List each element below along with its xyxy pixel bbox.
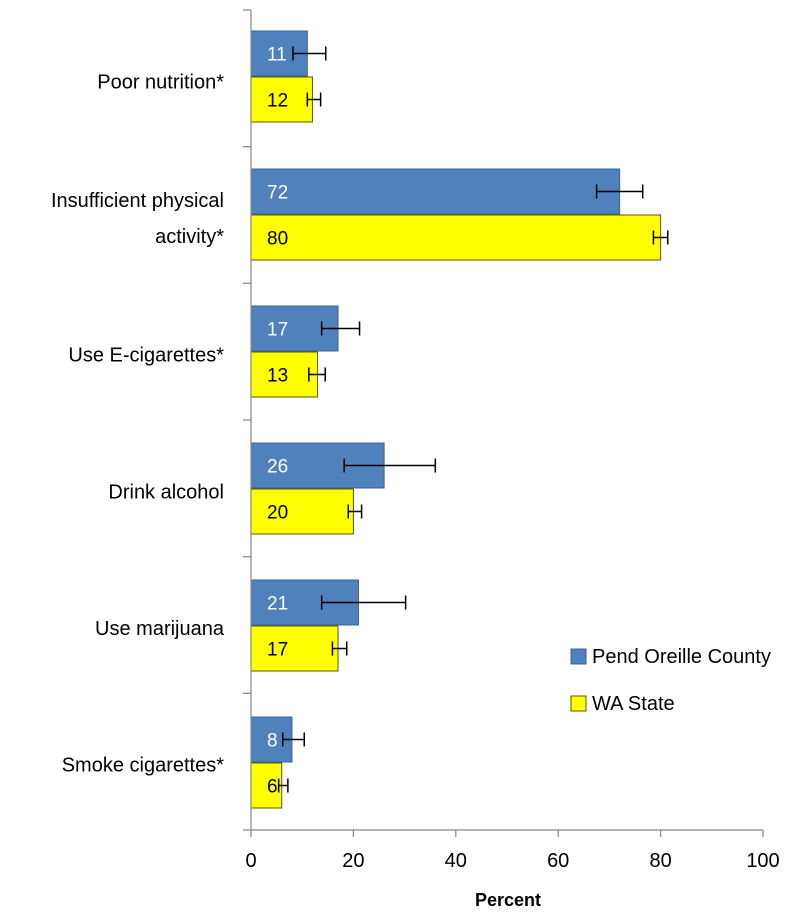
legend-swatch-wa-state [570,695,587,712]
bar-wa-state-0 [250,76,313,123]
category-labels-layer: Poor nutrition* Insufficient physical acti… [51,71,225,776]
category-label-5: Smoke cigarettes* [62,755,225,777]
value-label-wa-state-5: 6 [267,777,278,798]
value-label-pend-oreille-county-2: 17 [267,320,288,341]
bars-layer [250,30,662,809]
error-bar-wa-state-3 [347,504,363,519]
value-label-wa-state-2: 13 [267,366,288,387]
error-bar-pend-oreille-county-5 [281,732,305,747]
legend-label-pend-oreille-county: Pend Oreille County [592,646,771,668]
tick-labels-layer: 0 20 40 60 80 100 [245,850,779,872]
error-bar-wa-state-2 [308,367,326,382]
bar-wa-state-4 [250,625,339,672]
value-label-wa-state-3: 20 [267,503,288,524]
category-label-4: Use marijuana [95,618,225,640]
bar-pend-oreille-county-1 [250,168,621,215]
x-tick-label-3: 60 [547,850,569,872]
error-bar-wa-state-5 [277,778,289,793]
value-label-wa-state-1: 80 [267,229,288,250]
x-tick-label-5: 100 [746,850,779,872]
legend: Pend Oreille County WA State [570,646,771,715]
legend-label-wa-state: WA State [592,693,675,715]
value-label-pend-oreille-county-0: 11 [267,45,287,66]
legend-item-wa-state: WA State [570,693,675,715]
error-bar-pend-oreille-county-0 [292,46,327,61]
category-label-0: Poor nutrition* [97,71,224,93]
error-bar-pend-oreille-county-2 [320,321,361,336]
error-bar-wa-state-1 [652,230,669,245]
x-tick-label-0: 0 [245,850,256,872]
legend-item-pend-oreille-county: Pend Oreille County [570,646,771,668]
value-label-pend-oreille-county-1: 72 [267,183,288,204]
value-label-pend-oreille-county-3: 26 [267,457,288,478]
x-tick-label-4: 80 [649,850,671,872]
x-tick-label-1: 20 [342,850,364,872]
value-labels-layer: 11 12 72 80 17 13 26 20 21 17 8 6 [267,45,288,798]
error-bar-wa-state-0 [306,92,322,107]
category-label-2: Use E-cigarettes* [68,345,224,367]
category-label-1: Insufficient physical activity* [51,190,224,248]
x-axis-title: Percent [475,890,541,910]
error-bar-pend-oreille-county-1 [595,184,644,199]
value-label-pend-oreille-county-4: 21 [267,594,288,615]
error-bars-layer [277,46,669,793]
bar-wa-state-1 [250,214,662,261]
x-tick-label-2: 40 [445,850,467,872]
legend-swatch-pend-oreille-county [570,648,587,665]
error-bar-pend-oreille-county-4 [320,595,407,610]
error-bar-pend-oreille-county-3 [343,458,437,473]
category-label-3: Drink alcohol [108,481,224,503]
axes-layer [243,9,764,837]
value-label-wa-state-4: 17 [267,640,288,661]
value-label-pend-oreille-county-5: 8 [267,731,278,752]
value-label-wa-state-0: 12 [267,91,288,112]
error-bar-wa-state-4 [331,641,348,656]
